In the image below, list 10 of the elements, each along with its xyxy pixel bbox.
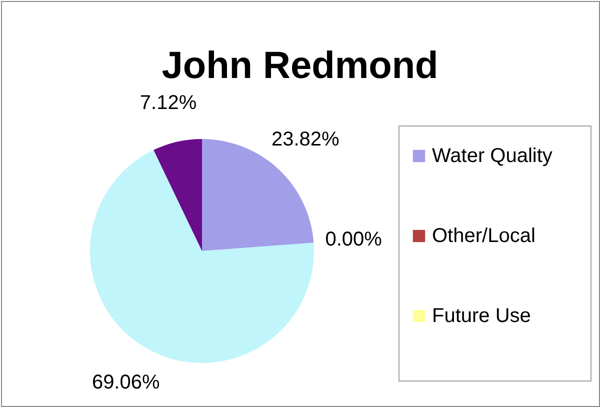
chart-title: John Redmond [162,45,438,87]
legend-label: Water Quality [432,145,552,167]
data-label: 23.82% [272,128,340,151]
data-label: 69.06% [92,372,160,394]
legend-label: Other/Local [432,225,536,247]
legend-label: Future Use [432,305,531,327]
pie-slice [154,139,202,251]
text: 0.00% [325,228,382,251]
data-label: 7.12% [140,92,197,114]
pie-slice [90,150,314,363]
